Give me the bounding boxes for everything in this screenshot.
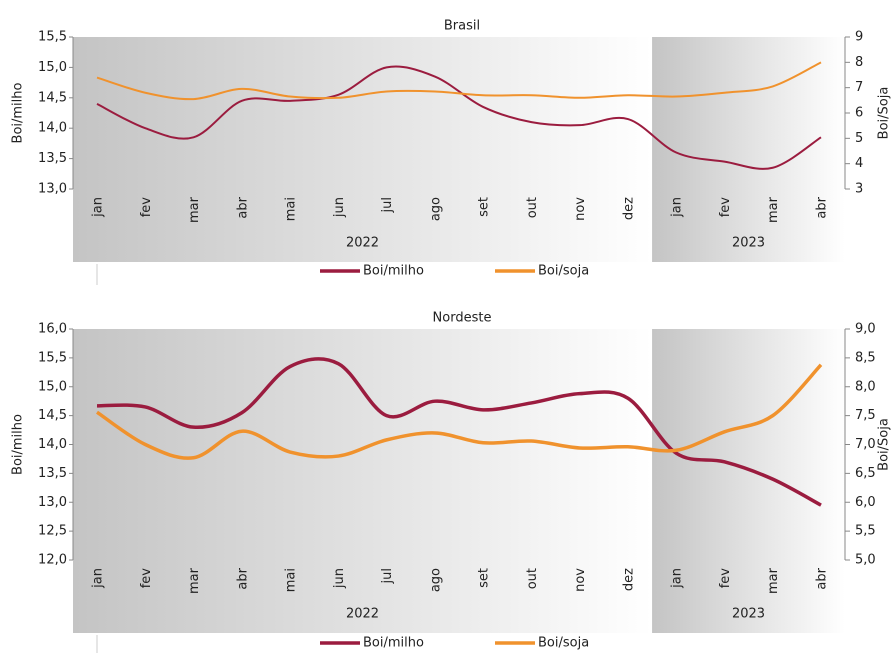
series-line	[96, 65, 822, 170]
group-label: 2023	[732, 607, 765, 622]
group-background	[652, 37, 845, 262]
group-label: 2023	[732, 236, 765, 251]
x-tick-label: out	[525, 197, 540, 218]
x-tick-label: jan	[670, 197, 685, 218]
y2-tick-label: 4	[855, 156, 863, 171]
y2-axis-label: Boi/Soja	[877, 418, 892, 471]
x-tick-label: mai	[284, 568, 299, 592]
x-tick-label: jan	[670, 568, 685, 589]
y2-tick-label: 9,0	[855, 322, 876, 337]
y2-tick-label: 5,5	[855, 524, 876, 539]
y-tick-label: 13,0	[38, 182, 67, 197]
y2-tick-label: 8,0	[855, 379, 876, 394]
y-axis-label: Boi/milho	[11, 82, 26, 143]
x-tick-label: ago	[428, 197, 443, 221]
group-label: 2022	[346, 607, 379, 622]
y2-tick-label: 7,0	[855, 437, 876, 452]
x-tick-label: fev	[718, 197, 733, 218]
x-tick-label: nov	[573, 568, 588, 592]
y-tick-label: 14,0	[38, 437, 67, 452]
x-tick-label: fev	[139, 197, 154, 218]
x-tick-label: jul	[380, 568, 395, 584]
y-tick-label: 16,0	[38, 322, 67, 337]
y2-tick-label: 3	[855, 182, 863, 197]
group-background	[73, 37, 653, 262]
x-tick-label: mai	[284, 197, 299, 221]
y-tick-label: 12,0	[38, 553, 67, 568]
x-tick-label: jul	[380, 197, 395, 213]
y-tick-label: 14,5	[38, 90, 67, 105]
group-label: 2022	[346, 236, 379, 251]
x-tick-label: jun	[332, 568, 347, 589]
y-tick-label: 15,5	[38, 30, 67, 45]
x-tick-label: fev	[718, 568, 733, 589]
y2-axis-label: Boi/Soja	[877, 87, 892, 140]
group-background	[73, 329, 653, 633]
x-tick-label: jan	[91, 197, 106, 218]
y-tick-label: 15,0	[38, 379, 67, 394]
y2-tick-label: 6	[855, 106, 863, 121]
y-tick-label: 14,0	[38, 121, 67, 136]
group-background	[652, 329, 845, 633]
x-tick-label: dez	[621, 197, 636, 220]
y2-tick-label: 6,0	[855, 495, 876, 510]
y2-tick-label: 5,0	[855, 553, 876, 568]
x-tick-label: jun	[332, 197, 347, 218]
legend-label: Boi/milho	[363, 264, 424, 279]
x-tick-label: abr	[815, 196, 830, 218]
y-tick-label: 13,5	[38, 151, 67, 166]
y-tick-label: 12,5	[38, 524, 67, 539]
y2-tick-label: 9	[855, 30, 863, 45]
x-tick-label: nov	[573, 197, 588, 221]
x-tick-label: out	[525, 568, 540, 589]
legend-label: Boi/soja	[538, 636, 589, 651]
x-tick-label: mar	[187, 567, 202, 594]
y-tick-label: 14,5	[38, 408, 67, 423]
x-tick-label: jan	[91, 568, 106, 589]
x-tick-label: abr	[815, 567, 830, 589]
y2-tick-label: 7,5	[855, 408, 876, 423]
y-tick-label: 13,0	[38, 495, 67, 510]
y2-tick-label: 6,5	[855, 466, 876, 481]
y2-tick-label: 8	[855, 55, 863, 70]
x-tick-label: ago	[428, 568, 443, 592]
y2-tick-label: 7	[855, 80, 863, 95]
x-tick-label: mar	[766, 196, 781, 223]
y2-tick-label: 5	[855, 131, 863, 146]
series-line	[96, 61, 822, 101]
y-tick-label: 15,5	[38, 350, 67, 365]
x-tick-label: set	[477, 197, 492, 217]
y-tick-label: 13,5	[38, 466, 67, 481]
x-tick-label: abr	[235, 567, 250, 589]
y2-tick-label: 8,5	[855, 350, 876, 365]
x-tick-label: fev	[139, 568, 154, 589]
chart-title: Brasil	[444, 19, 480, 34]
x-tick-label: abr	[235, 196, 250, 218]
x-tick-label: mar	[766, 567, 781, 594]
x-tick-label: set	[477, 568, 492, 588]
x-tick-label: mar	[187, 196, 202, 223]
chart-title: Nordeste	[433, 311, 492, 326]
x-tick-label: dez	[621, 568, 636, 591]
y-axis-label: Boi/milho	[11, 414, 26, 475]
legend-label: Boi/soja	[538, 264, 589, 279]
legend-label: Boi/milho	[363, 636, 424, 651]
series-line	[96, 363, 823, 460]
y-tick-label: 15,0	[38, 60, 67, 75]
series-line	[96, 357, 822, 507]
